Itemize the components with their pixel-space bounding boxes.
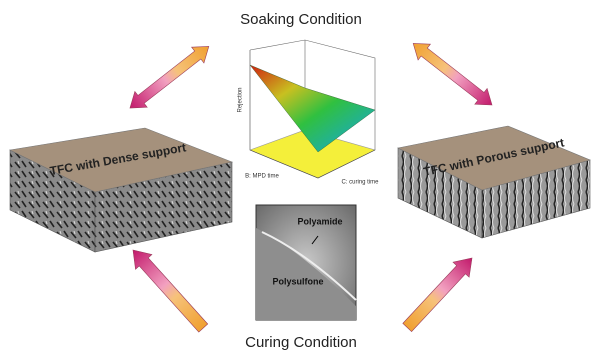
layer-label: Polyamide [297,216,342,226]
arrow [125,243,212,336]
dense-block: TFC with Dense support [10,128,232,252]
layer-label: Polysulfone [272,276,323,286]
arrow [124,39,215,116]
z-axis-label: Rejection [238,87,244,112]
porous-block: TFC with Porous support [398,126,590,238]
sem-inset: Polyamide Polysulfone [256,205,356,320]
x-axis-label: B: MPD time [245,174,279,180]
top-title: Soaking Condition [240,11,362,28]
arrow [407,36,498,113]
graphical-abstract: Soaking Condition Curing Condition TFC w… [0,0,602,355]
surface-plot: Rejection B: MPD time C: curing time [238,40,380,186]
bottom-title: Curing Condition [245,334,357,351]
y-axis-label: C: curing time [341,180,379,186]
arrow [399,250,480,334]
